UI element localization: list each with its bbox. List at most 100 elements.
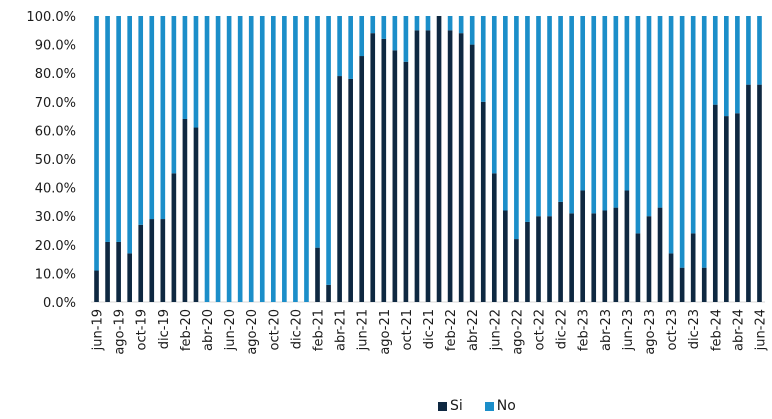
bar-no-jun-22	[491, 16, 497, 174]
bar-no-ago-22	[514, 16, 519, 240]
bar-no-ago-19	[116, 16, 121, 242]
x-tick-label: oct-19	[135, 309, 150, 350]
bar-si-mar-20	[193, 127, 199, 302]
x-tick-label: oct-20	[267, 309, 282, 350]
bar-si-jun-22	[491, 173, 497, 302]
bar-si-jun-21	[359, 56, 365, 302]
bar-si-feb-20	[182, 118, 188, 303]
bar-no-sep-22	[525, 16, 530, 222]
x-tick-label: jun-20	[223, 309, 238, 351]
bar-no-mar-23	[591, 16, 597, 214]
bar-no-may-22	[480, 16, 486, 102]
x-tick-label: jun-21	[356, 309, 371, 351]
y-tick-label: 30.0%	[35, 210, 76, 225]
x-tick-label: ago-20	[245, 309, 260, 355]
x-tick-label: abr-20	[201, 309, 216, 351]
bar-no-mar-24	[724, 16, 729, 117]
bar-si-mar-24	[724, 116, 729, 302]
legend-swatch-si	[438, 401, 447, 411]
bar-no-dic-20	[293, 16, 298, 302]
bar-si-oct-19	[138, 224, 144, 302]
y-tick-label: 10.0%	[35, 267, 76, 282]
x-tick-label: jun-23	[621, 309, 636, 351]
bar-no-ene-21	[304, 16, 309, 302]
x-tick-label: feb-20	[179, 309, 194, 351]
y-tick-label: 50.0%	[35, 153, 76, 168]
bar-no-ene-23	[569, 16, 574, 214]
stacked-bar-chart: 0.0% 10.0% 20.0% 30.0% 40.0% 50.0% 60.0% 70.0% 8…	[26, 10, 769, 355]
bar-si-dic-21	[425, 30, 431, 303]
bar-si-ago-22	[514, 239, 519, 302]
bar-no-sep-21	[392, 16, 398, 51]
bar-si-jul-23	[635, 233, 641, 302]
bar-si-dic-22	[558, 201, 563, 302]
bar-si-ago-23	[646, 216, 652, 302]
bar-no-dic-21	[425, 16, 431, 31]
bar-si-ene-24	[701, 267, 707, 302]
bar-no-dic-22	[558, 16, 563, 202]
bar-no-mar-20	[193, 16, 199, 128]
bar-no-feb-20	[182, 16, 188, 119]
bar-si-may-22	[480, 101, 486, 302]
bar-no-dic-19	[160, 16, 166, 220]
bar-si-ene-22	[436, 16, 442, 302]
y-tick-label: 40.0%	[35, 182, 76, 197]
x-tick-label: feb-23	[577, 309, 592, 351]
bar-si-jun-19	[94, 270, 99, 302]
bar-no-jun-20	[226, 16, 232, 302]
bar-no-may-21	[348, 16, 353, 79]
bar-no-mar-22	[458, 16, 464, 34]
bar-no-abr-23	[602, 16, 608, 211]
bar-no-feb-21	[315, 16, 320, 248]
x-tick-label: oct-22	[532, 309, 547, 350]
bar-si-oct-21	[403, 61, 409, 303]
bar-no-nov-21	[414, 16, 420, 31]
legend-item-si: Si	[438, 398, 463, 414]
legend: Si No	[438, 398, 516, 414]
y-tick-label: 90.0%	[35, 39, 76, 54]
bar-no-ago-20	[248, 16, 254, 302]
x-tick-label: dic-22	[555, 309, 570, 349]
bar-si-dic-23	[690, 233, 696, 302]
x-tick-label: oct-23	[665, 309, 680, 350]
bar-no-dic-23	[690, 16, 696, 234]
bar-no-ene-20	[171, 16, 177, 174]
x-tick-label: feb-21	[312, 309, 327, 351]
bar-no-nov-22	[547, 16, 552, 217]
y-tick-label: 20.0%	[35, 239, 76, 254]
x-tick-label: ago-21	[378, 309, 393, 355]
x-tick-label: jun-24	[753, 309, 768, 351]
bar-no-jun-24	[757, 16, 762, 85]
x-tick-label: dic-23	[687, 309, 702, 349]
bar-no-nov-23	[679, 16, 685, 268]
bar-no-jul-19	[105, 16, 110, 242]
x-tick-label: abr-23	[599, 309, 614, 351]
bar-si-sep-23	[657, 207, 663, 302]
legend-item-no: No	[484, 398, 516, 414]
bar-no-sep-19	[127, 16, 132, 254]
x-tick-label: oct-21	[400, 309, 415, 350]
bar-si-oct-22	[536, 216, 541, 302]
bar-si-mar-21	[326, 284, 331, 302]
bar-si-jun-23	[624, 190, 630, 302]
y-axis-ticks: 0.0% 10.0% 20.0% 30.0% 40.0% 50.0% 60.0% 70.0% 8…	[26, 10, 76, 311]
x-axis-ticks: jun-19 ago-19 oct-19 dic-19 feb-20 abr-20 jun-…	[91, 309, 769, 355]
x-tick-label: ago-23	[643, 309, 658, 355]
bar-si-ene-23	[569, 213, 574, 302]
bar-si-may-24	[746, 84, 751, 302]
y-tick-label: 60.0%	[35, 124, 76, 139]
bar-si-nov-21	[414, 30, 420, 303]
bar-no-ene-24	[701, 16, 707, 268]
bar-no-may-23	[613, 16, 619, 208]
x-tick-label: abr-24	[731, 309, 746, 351]
x-tick-label: dic-21	[422, 309, 437, 349]
bar-no-jun-21	[359, 16, 365, 57]
bar-si-sep-21	[392, 50, 398, 302]
legend-label-si: Si	[450, 398, 463, 414]
x-tick-label: abr-21	[334, 309, 349, 351]
bar-no-may-24	[746, 16, 751, 85]
bar-si-mar-23	[591, 213, 597, 302]
bar-si-abr-21	[337, 76, 342, 302]
bar-si-feb-23	[580, 190, 586, 302]
y-tick-label: 0.0%	[43, 296, 76, 311]
